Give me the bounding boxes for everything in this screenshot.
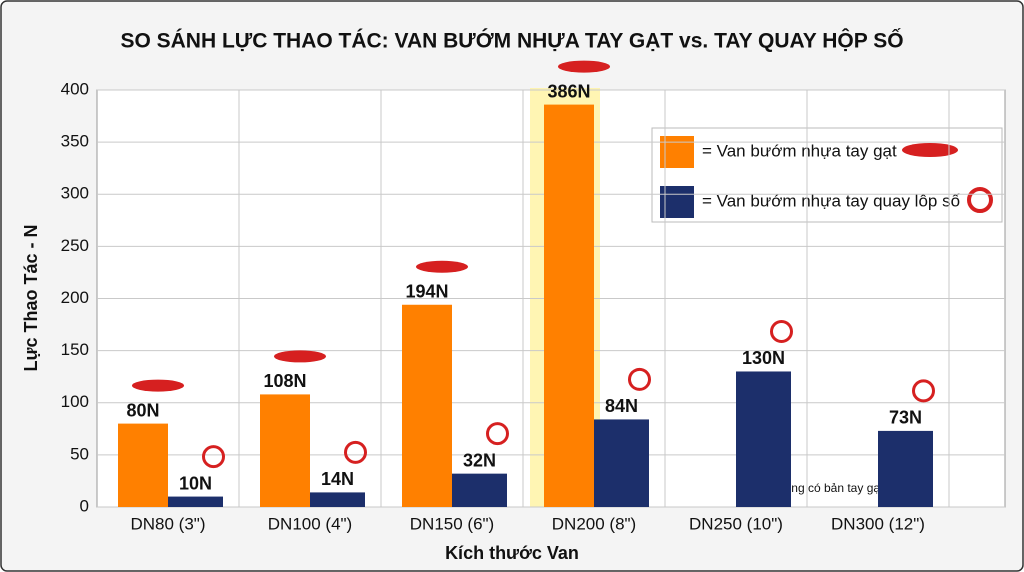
bar [402,304,452,507]
icon-lever [902,143,958,157]
bar [168,496,223,507]
value-label: 108N [263,371,306,391]
legend-label: = Van bướm nhựa tay gạt [702,141,897,160]
y-tick-label: 400 [61,79,89,98]
chart-title: SO SÁNH LỰC THAO TÁC: VAN BƯỚM NHỰA TAY … [120,29,903,53]
value-label: 194N [405,282,448,302]
bar [544,104,594,507]
bar [594,419,649,507]
x-tick-label: DN80 (3") [131,514,206,533]
legend: = Van bướm nhựa tay gạt = Van bướm nhựa t… [651,127,1003,223]
value-label: 73N [889,408,922,428]
legend-swatch [660,186,694,218]
y-tick-label: 250 [61,236,89,255]
bar [452,473,507,507]
y-axis-title: Lực Thao Tác - N [21,224,41,371]
y-tick-label: 300 [61,184,89,203]
y-tick-label: 50 [70,444,89,463]
x-axis-title: Kích thước Van [445,543,579,563]
x-tick-label: DN100 (4") [268,514,352,533]
x-tick-label: DN250 (10") [689,514,783,533]
bar [310,492,365,507]
y-tick-label: 0 [80,496,89,515]
y-tick-label: 350 [61,132,89,151]
icon-wheel [770,319,793,343]
legend-box [651,127,1003,223]
value-label: 130N [742,348,785,368]
bar [878,430,933,507]
value-label: 32N [463,450,496,470]
bar [118,423,168,507]
value-label: 386N [547,81,590,101]
y-tick-label: 200 [61,288,89,307]
legend-swatch [660,136,694,168]
x-tick-label: DN150 (6") [410,514,494,533]
y-tick-label: 150 [61,340,89,359]
value-label: 14N [321,469,354,489]
x-tick-label: DN300 (12") [831,514,925,533]
icon-wheel [912,379,935,403]
legend-label: = Van bướm nhựa tay quay lôp số [702,191,961,210]
y-tick-label: 100 [61,392,89,411]
icon-wheel [344,440,367,464]
value-label: 80N [126,400,159,420]
x-tick-label: DN200 (8") [552,514,636,533]
icon-lever [132,379,184,392]
icon-lever [274,350,326,363]
icon-wheel [202,445,225,469]
icon-wheel [628,367,651,391]
icon-wheel [486,422,509,446]
icon-lever [558,60,610,73]
value-label: 84N [605,396,638,416]
icon-lever [416,260,468,273]
value-label: 10N [179,473,212,493]
bar [736,371,791,507]
bar [260,394,310,507]
icon-wheel [967,187,993,213]
